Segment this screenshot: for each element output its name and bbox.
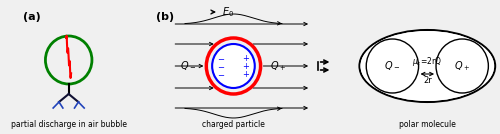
Circle shape <box>213 45 254 87</box>
Text: $\mu_c$=2rQ: $\mu_c$=2rQ <box>412 55 442 68</box>
Text: $-$: $-$ <box>217 62 225 70</box>
Text: $-$: $-$ <box>217 70 225 79</box>
Text: $Q_-$: $Q_-$ <box>180 60 196 72</box>
Text: $E_0$: $E_0$ <box>222 5 234 19</box>
Text: $Q_+$: $Q_+$ <box>454 59 470 73</box>
Ellipse shape <box>360 31 494 101</box>
Text: $+$: $+$ <box>242 53 250 63</box>
Text: charged particle: charged particle <box>202 120 265 129</box>
Text: 2r: 2r <box>423 76 432 85</box>
Text: $+$: $+$ <box>242 69 250 79</box>
Text: $+$: $+$ <box>242 61 250 71</box>
Text: $-$: $-$ <box>217 53 225 62</box>
Text: $Q_-$: $Q_-$ <box>384 60 400 72</box>
Text: $Q_+$: $Q_+$ <box>270 59 286 73</box>
Text: (a): (a) <box>23 12 41 22</box>
Text: partial discharge in air bubble: partial discharge in air bubble <box>10 120 126 129</box>
Text: (b): (b) <box>156 12 174 22</box>
Text: polar molecule: polar molecule <box>399 120 456 129</box>
